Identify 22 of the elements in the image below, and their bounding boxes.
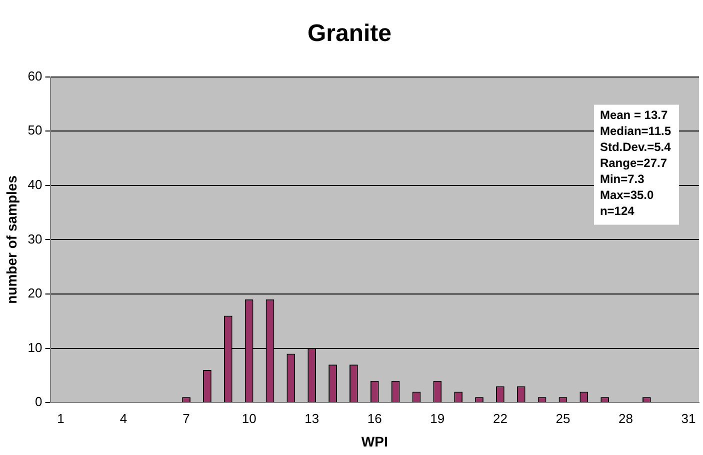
y-tick-label: 0: [35, 394, 42, 410]
x-tick-label: 19: [430, 410, 445, 426]
annotation: Mean = 13.7 Median=11.5 Std.Dev.=5.4 Range=27.7 Min=7.3 Max=35.0 n=124: [600, 108, 672, 218]
x-tick-label: 7: [182, 410, 190, 426]
y-tick-label: 40: [28, 176, 42, 192]
x-axis-title: WPI: [361, 433, 388, 450]
y-tick-label: 30: [28, 231, 42, 246]
y-tick-label: 50: [28, 122, 42, 138]
x-tick-label: 25: [556, 410, 570, 426]
x-tick-label: 31: [681, 410, 696, 426]
y-axis-title: number of samples: [3, 175, 20, 304]
x-tick-label: 28: [618, 410, 633, 426]
x-tick-label: 13: [304, 410, 320, 426]
y-tick-label: 60: [28, 68, 42, 84]
y-tick-label: 20: [28, 286, 42, 301]
y-tick-label: 10: [28, 340, 42, 355]
x-tick-label: 4: [120, 410, 128, 426]
chart-title: Granite: [307, 20, 392, 48]
x-tick-label: 10: [242, 410, 256, 426]
x-tick-label: 1: [57, 410, 64, 426]
x-tick-label: 16: [367, 410, 382, 426]
x-tick-label: 22: [492, 410, 508, 426]
